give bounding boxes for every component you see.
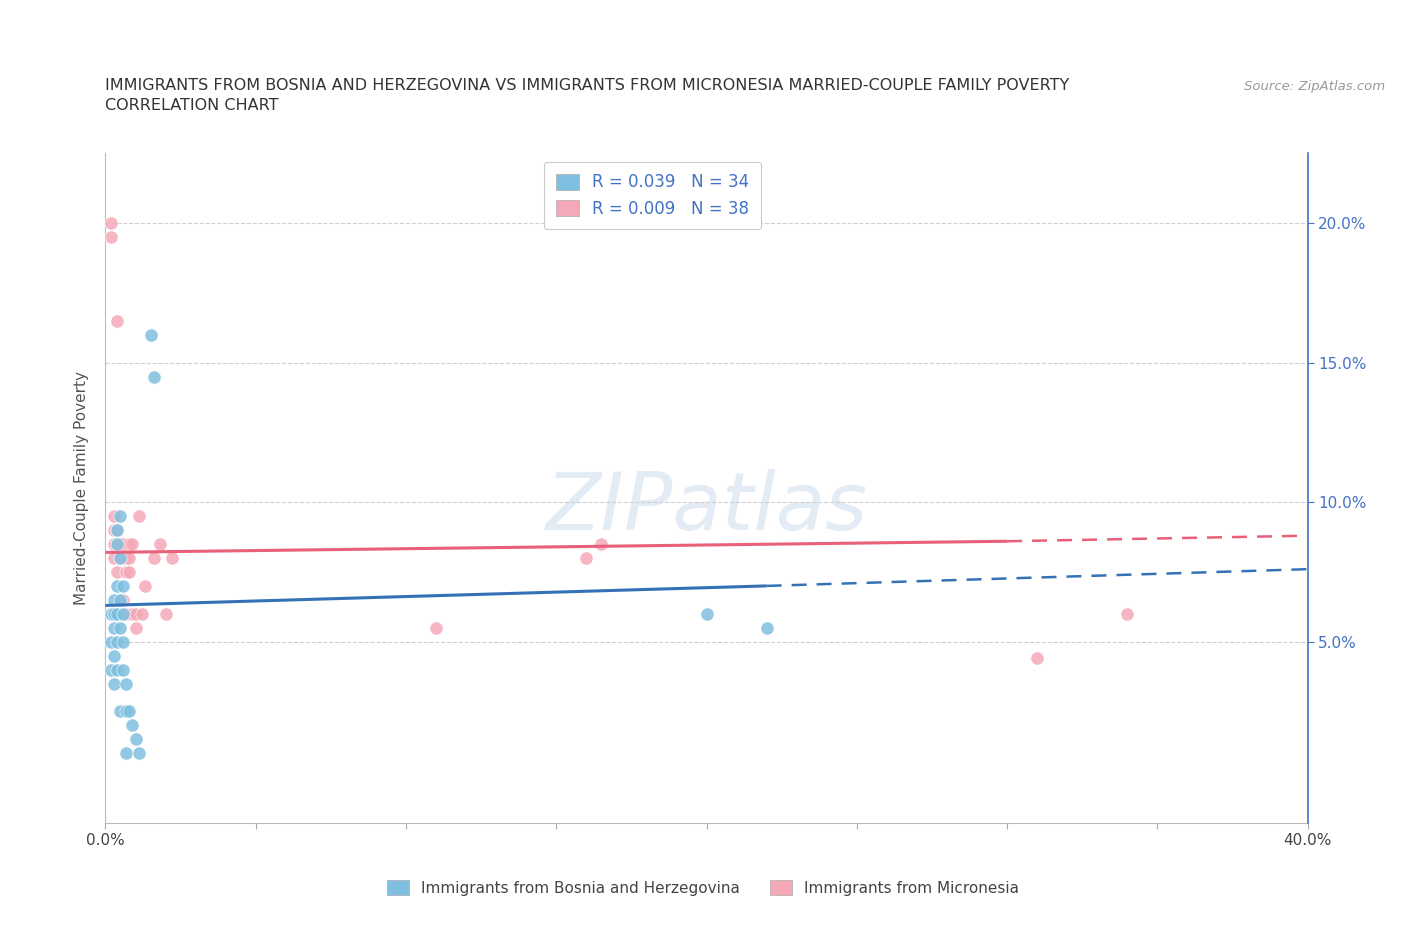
Point — [128, 746, 150, 761]
Point — [115, 565, 138, 579]
Point — [112, 578, 135, 593]
Point — [115, 704, 138, 719]
Point — [103, 676, 125, 691]
Point — [100, 662, 122, 677]
Point — [118, 537, 141, 551]
Legend: Immigrants from Bosnia and Herzegovina, Immigrants from Micronesia: Immigrants from Bosnia and Herzegovina, … — [380, 872, 1026, 904]
Point — [103, 648, 125, 663]
Point — [107, 634, 129, 649]
Point — [755, 620, 778, 635]
Y-axis label: Married-Couple Family Poverty: Married-Couple Family Poverty — [75, 371, 90, 605]
Point — [103, 551, 125, 565]
Point — [115, 551, 138, 565]
Legend: R = 0.039   N = 34, R = 0.009   N = 38: R = 0.039 N = 34, R = 0.009 N = 38 — [544, 162, 761, 230]
Point — [118, 551, 141, 565]
Point — [124, 620, 146, 635]
Point — [107, 578, 129, 593]
Point — [121, 718, 143, 733]
Point — [103, 620, 125, 635]
Point — [139, 327, 162, 342]
Point — [1116, 606, 1139, 621]
Point — [103, 606, 125, 621]
Point — [112, 592, 135, 607]
Text: IMMIGRANTS FROM BOSNIA AND HERZEGOVINA VS IMMIGRANTS FROM MICRONESIA MARRIED-COU: IMMIGRANTS FROM BOSNIA AND HERZEGOVINA V… — [105, 78, 1070, 93]
Point — [110, 551, 132, 565]
Point — [142, 369, 165, 384]
Point — [115, 676, 138, 691]
Point — [107, 537, 129, 551]
Point — [115, 606, 138, 621]
Point — [110, 592, 132, 607]
Point — [124, 606, 146, 621]
Point — [696, 606, 718, 621]
Point — [110, 509, 132, 524]
Point — [575, 551, 598, 565]
Point — [107, 523, 129, 538]
Point — [107, 313, 129, 328]
Point — [121, 606, 143, 621]
Point — [112, 606, 135, 621]
Point — [110, 551, 132, 565]
Point — [148, 537, 170, 551]
Point — [107, 537, 129, 551]
Point — [100, 634, 122, 649]
Point — [128, 509, 150, 524]
Point — [112, 551, 135, 565]
Point — [160, 551, 183, 565]
Point — [112, 634, 135, 649]
Point — [110, 620, 132, 635]
Point — [110, 704, 132, 719]
Point — [103, 537, 125, 551]
Point — [121, 537, 143, 551]
Point — [118, 704, 141, 719]
Point — [142, 551, 165, 565]
Point — [425, 620, 447, 635]
Point — [103, 509, 125, 524]
Point — [107, 523, 129, 538]
Point — [107, 565, 129, 579]
Point — [112, 662, 135, 677]
Text: CORRELATION CHART: CORRELATION CHART — [105, 99, 278, 113]
Point — [591, 537, 613, 551]
Point — [1026, 651, 1049, 666]
Point — [112, 537, 135, 551]
Point — [124, 732, 146, 747]
Point — [115, 746, 138, 761]
Point — [131, 606, 153, 621]
Text: ZIPatlas: ZIPatlas — [546, 470, 868, 548]
Point — [107, 606, 129, 621]
Point — [100, 230, 122, 245]
Point — [155, 606, 177, 621]
Point — [118, 565, 141, 579]
Point — [107, 662, 129, 677]
Text: Source: ZipAtlas.com: Source: ZipAtlas.com — [1244, 80, 1385, 93]
Point — [100, 216, 122, 231]
Point — [103, 523, 125, 538]
Point — [134, 578, 156, 593]
Point — [110, 537, 132, 551]
Point — [103, 592, 125, 607]
Point — [110, 592, 132, 607]
Point — [100, 606, 122, 621]
